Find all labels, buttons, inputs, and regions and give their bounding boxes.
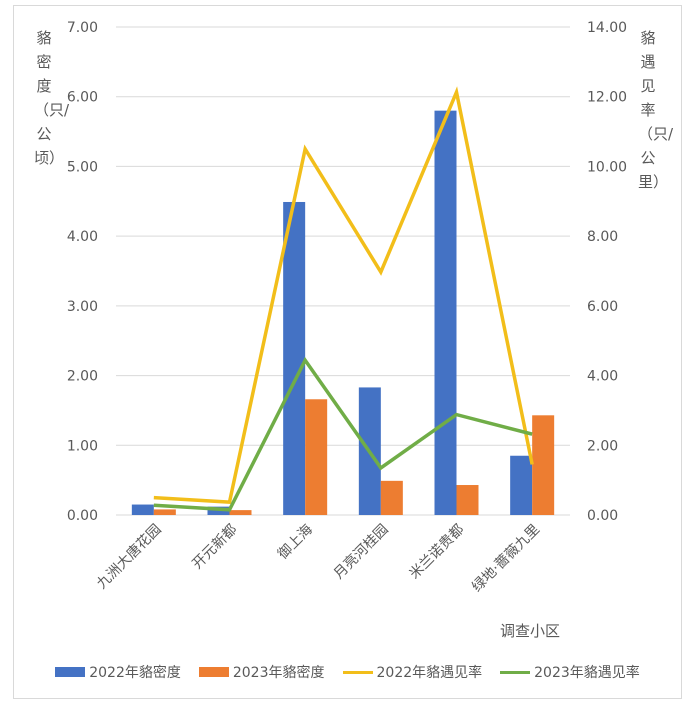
right-tick-label: 6.00 (587, 299, 618, 315)
chart-frame (13, 5, 682, 699)
left-axis-title: 貉密度（只/公顷） (34, 29, 70, 167)
left-tick-label: 0.00 (67, 508, 98, 524)
bar[interactable] (229, 510, 252, 515)
right-tick-label: 4.00 (587, 369, 618, 385)
left-tick-label: 4.00 (67, 229, 98, 245)
category-label: 九洲大唐花园 (93, 521, 164, 592)
right-tick-label: 10.00 (587, 159, 627, 175)
legend-item-2022-density[interactable]: 2022年貉密度 (55, 662, 181, 682)
legend-label: 2023年貉遇见率 (534, 665, 640, 681)
right-tick-label: 0.00 (587, 508, 618, 524)
left-tick-label: 1.00 (67, 438, 98, 454)
legend-swatch (342, 670, 373, 674)
legend-label: 2022年貉密度 (89, 665, 181, 681)
left-tick-label: 7.00 (67, 20, 98, 36)
left-tick-label: 3.00 (67, 299, 98, 315)
line-series[interactable] (153, 86, 534, 504)
left-tick-label: 6.00 (67, 90, 98, 106)
right-axis-title: 貉遇见率（只/公里） (638, 29, 674, 191)
bar[interactable] (131, 504, 154, 515)
category-label: 御上海 (275, 522, 316, 563)
right-tick-label: 2.00 (587, 438, 618, 454)
bar[interactable] (380, 480, 403, 515)
right-tick-label: 14.00 (587, 20, 627, 36)
bar[interactable] (305, 399, 328, 515)
line-series[interactable] (153, 356, 533, 512)
legend-swatch (500, 670, 531, 674)
legend-item-2023-density[interactable]: 2023年貉密度 (198, 662, 325, 682)
legend-swatch (198, 667, 229, 677)
bar[interactable] (434, 110, 457, 516)
bar[interactable] (532, 415, 555, 515)
bar[interactable] (283, 201, 306, 516)
bar[interactable] (510, 455, 533, 515)
legend-swatch (55, 667, 86, 677)
legend-item-2022-rate[interactable]: 2022年貉遇见率 (342, 662, 483, 682)
legend: 2022年貉密度 2023年貉密度 2022年貉遇见率 2023年貉遇见率 (0, 662, 695, 682)
bar[interactable] (153, 509, 176, 515)
legend-item-2023-rate[interactable]: 2023年貉遇见率 (500, 662, 640, 682)
left-tick-label: 2.00 (67, 369, 98, 385)
legend-label: 2023年貉密度 (232, 665, 325, 681)
bar[interactable] (456, 485, 479, 515)
legend-label: 2022年貉遇见率 (376, 665, 483, 681)
category-label: 米兰诺贵都 (407, 522, 468, 583)
left-tick-label: 5.00 (67, 159, 98, 175)
category-label: 开元新都 (189, 522, 240, 573)
category-label: 绿地·蔷薇九里 (469, 522, 543, 596)
right-tick-label: 12.00 (587, 90, 627, 106)
x-axis-title: 调查小区 (500, 622, 561, 640)
category-label: 月亮河桂园 (330, 521, 392, 583)
right-tick-label: 8.00 (587, 229, 618, 245)
